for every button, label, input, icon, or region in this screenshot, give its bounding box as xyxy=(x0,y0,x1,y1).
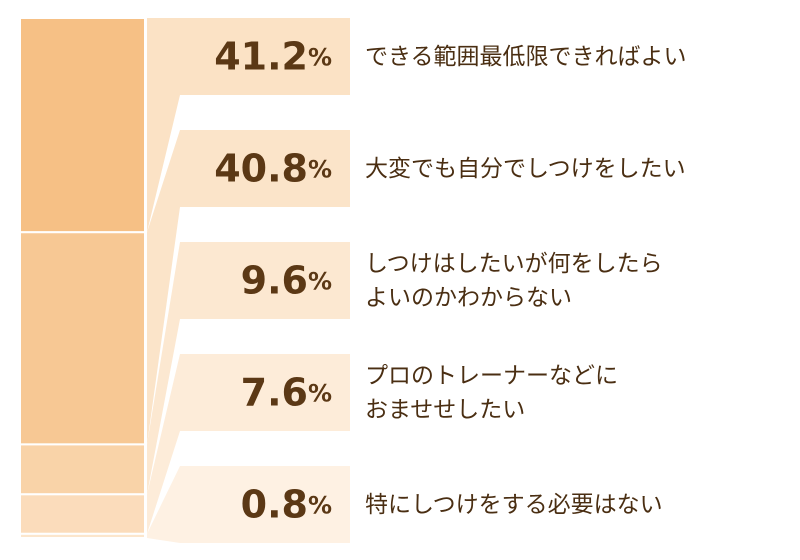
value-label: 7.6% xyxy=(241,370,332,414)
value-label: 9.6% xyxy=(241,258,332,302)
callout-box xyxy=(147,18,350,233)
callout-box xyxy=(147,242,350,495)
bar-segment xyxy=(19,443,146,496)
value-label: 40.8% xyxy=(214,146,332,190)
bar-segment xyxy=(19,532,146,540)
category-label: 特にしつけをする必要はない xyxy=(365,491,663,518)
value-label: 41.2% xyxy=(214,34,332,78)
bar-segment xyxy=(19,17,146,234)
category-label: できる範囲最低限できればよい xyxy=(365,43,687,70)
callout-box xyxy=(147,354,350,534)
value-label: 0.8% xyxy=(241,482,332,526)
bar-segment xyxy=(19,493,146,535)
callout-box xyxy=(147,466,350,543)
category-label: 大変でも自分でしつけをしたい xyxy=(365,155,686,182)
callout-box xyxy=(147,130,350,445)
category-label: プロのトレーナーなどに おませせしたい xyxy=(365,362,618,423)
bar-segment xyxy=(19,231,146,446)
category-label: しつけはしたいが何をしたら よいのかわからない xyxy=(365,250,663,311)
